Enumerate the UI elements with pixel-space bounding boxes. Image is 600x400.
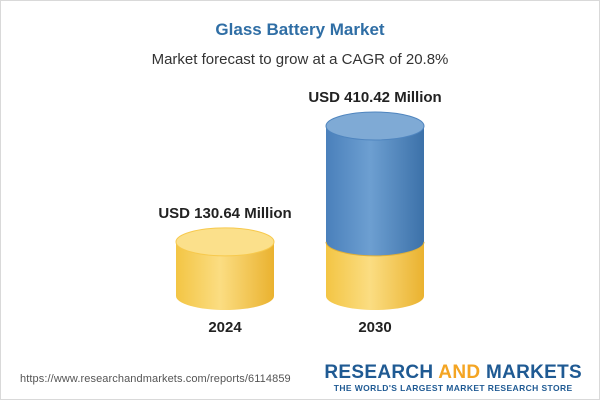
brand-tagline: THE WORLD'S LARGEST MARKET RESEARCH STOR… bbox=[333, 383, 573, 393]
value-label: USD 130.64 Million bbox=[158, 205, 291, 222]
bar-top-growth bbox=[325, 111, 425, 141]
bar-body-base bbox=[176, 241, 274, 310]
segment-seam bbox=[325, 241, 425, 257]
chart-title: Glass Battery Market bbox=[215, 20, 385, 39]
source-url: https://www.researchandmarkets.com/repor… bbox=[20, 373, 291, 385]
bar-top-base bbox=[175, 227, 275, 257]
bar-body-base-segment bbox=[326, 241, 424, 310]
bar-2030: USD 410.42 Million 2030 bbox=[308, 89, 441, 336]
brand-name: RESEARCH AND MARKETS bbox=[324, 362, 582, 383]
brand-logo: RESEARCH AND MARKETS THE WORLD'S LARGEST… bbox=[324, 362, 582, 393]
value-label: USD 410.42 Million bbox=[308, 89, 441, 106]
bar-body-growth-segment bbox=[326, 126, 424, 256]
category-label: 2030 bbox=[358, 319, 391, 336]
bar-2024: USD 130.64 Million 2024 bbox=[158, 205, 291, 336]
chart-subtitle: Market forecast to grow at a CAGR of 20.… bbox=[151, 51, 449, 68]
category-label: 2024 bbox=[208, 319, 242, 336]
